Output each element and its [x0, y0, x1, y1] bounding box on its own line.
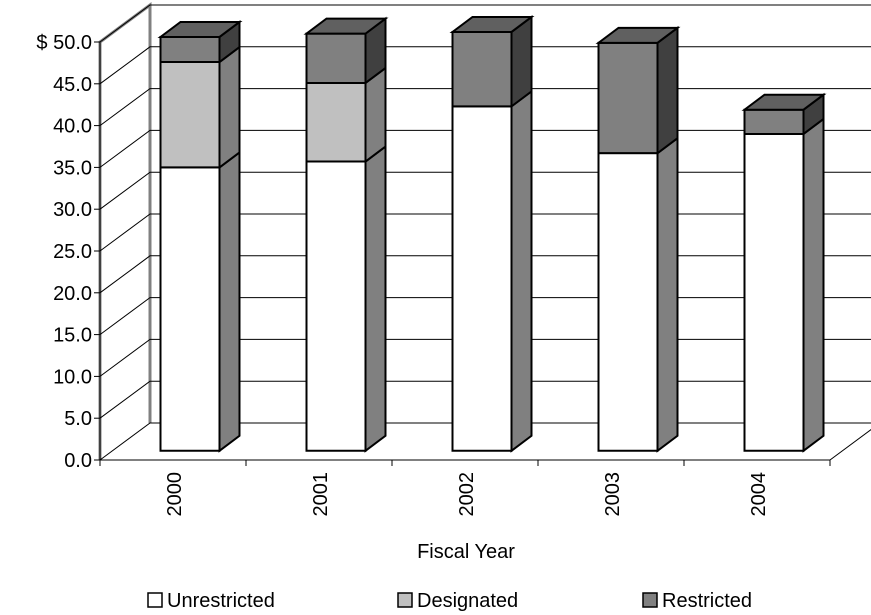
- bar-top: [303, 17, 389, 35]
- bars: [157, 14, 827, 453]
- y-tick-labels: 0.0 5.0 10.0 15.0 20.0 25.0 30.0 35.0 40.0 45.0 $ …: [36, 32, 92, 472]
- bar-segment-unrestricted: [451, 89, 533, 453]
- legend-swatch: [397, 592, 413, 608]
- bar-segment-unrestricted: [159, 150, 241, 453]
- bar-segment-restricted: [449, 14, 535, 109]
- bar-side: [802, 116, 825, 453]
- legend-label: Designated: [417, 590, 518, 612]
- bar-front: [597, 41, 659, 155]
- x-tick-label: 2003: [602, 472, 624, 517]
- y-tick-label: $ 50.0: [36, 32, 92, 54]
- legend-item-restricted: Restricted: [642, 590, 752, 612]
- axes: [94, 41, 871, 466]
- bar-segment-unrestricted: [305, 144, 387, 453]
- x-tick-label: 2000: [164, 472, 186, 517]
- legend: Unrestricted Designated Restricted: [147, 590, 752, 612]
- y-tick-label: 15.0: [53, 325, 92, 347]
- bar-front: [305, 160, 367, 452]
- bar-segment-unrestricted: [743, 116, 825, 453]
- bar-front: [159, 166, 221, 452]
- bar-side: [656, 25, 679, 156]
- bar-front: [743, 108, 805, 135]
- bar-segment-restricted: [595, 25, 681, 156]
- y-tick-label: 25.0: [53, 241, 92, 263]
- bar-top: [595, 26, 681, 44]
- bar-front: [451, 30, 513, 108]
- bar-side: [656, 136, 679, 453]
- legend-item-designated: Designated: [397, 590, 518, 612]
- x-tick-label: 2002: [456, 472, 478, 517]
- y-tick-label: 35.0: [53, 157, 92, 179]
- bar-side: [364, 65, 387, 164]
- bar-front: [451, 105, 513, 452]
- y-tick-label: 0.0: [64, 450, 92, 472]
- bar-segment-unrestricted: [597, 136, 679, 453]
- bar-side: [218, 45, 241, 170]
- y-tick-label: 5.0: [64, 408, 92, 430]
- y-tick-label: 30.0: [53, 199, 92, 221]
- bar-front: [159, 61, 221, 169]
- y-tick-label: 45.0: [53, 74, 92, 96]
- bar-segment-designated: [305, 65, 387, 164]
- x-tick-labels: 2000 2001 2002 2003 2004: [164, 472, 770, 517]
- bar-top: [157, 20, 243, 38]
- x-tick-label: 2001: [310, 472, 332, 517]
- legend-swatch: [642, 592, 658, 608]
- x-axis-title: Fiscal Year: [417, 541, 515, 563]
- gridline: [99, 4, 871, 43]
- floor-edge: [829, 429, 871, 461]
- bar-top: [449, 15, 535, 33]
- bar-segment-restricted: [157, 19, 243, 65]
- bar-segment-restricted: [303, 16, 389, 85]
- bar-top: [741, 93, 827, 111]
- bar-front: [305, 81, 367, 163]
- bar-front: [305, 32, 367, 84]
- legend-swatch: [147, 592, 163, 608]
- bar-segment-designated: [159, 45, 241, 170]
- y-tick-label: 40.0: [53, 116, 92, 138]
- bar-front: [597, 152, 659, 452]
- legend-label: Restricted: [662, 590, 752, 612]
- bar-segment-restricted: [741, 92, 827, 136]
- bar-side: [218, 150, 241, 453]
- bar-front: [743, 132, 805, 452]
- y-tick-label: 20.0: [53, 283, 92, 305]
- bar-side: [510, 89, 533, 453]
- legend-label: Unrestricted: [167, 590, 275, 612]
- x-tick-label: 2004: [748, 472, 770, 517]
- bar-front: [159, 35, 221, 64]
- bar-side: [364, 144, 387, 453]
- y-tick-label: 10.0: [53, 366, 92, 388]
- legend-item-unrestricted: Unrestricted: [147, 590, 275, 612]
